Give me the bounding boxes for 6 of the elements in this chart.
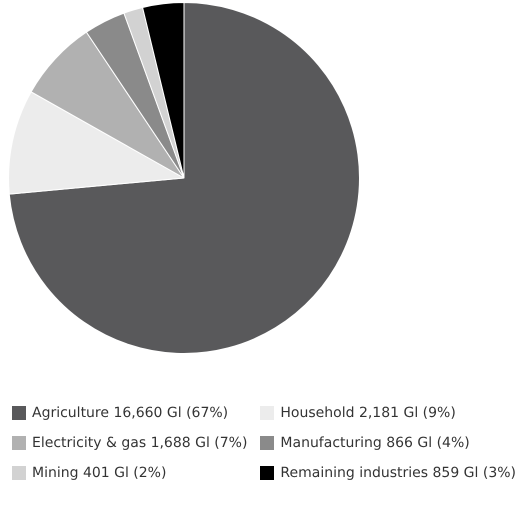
legend-label: Mining 401 Gl (2%) <box>32 465 166 481</box>
legend-label: Agriculture 16,660 Gl (67%) <box>32 405 228 421</box>
legend-label: Electricity & gas 1,688 Gl (7%) <box>32 435 248 451</box>
legend-label: Household 2,181 Gl (9%) <box>280 405 456 421</box>
legend-label: Remaining industries 859 Gl (3%) <box>280 465 516 481</box>
legend-label: Manufacturing 866 Gl (4%) <box>280 435 470 451</box>
